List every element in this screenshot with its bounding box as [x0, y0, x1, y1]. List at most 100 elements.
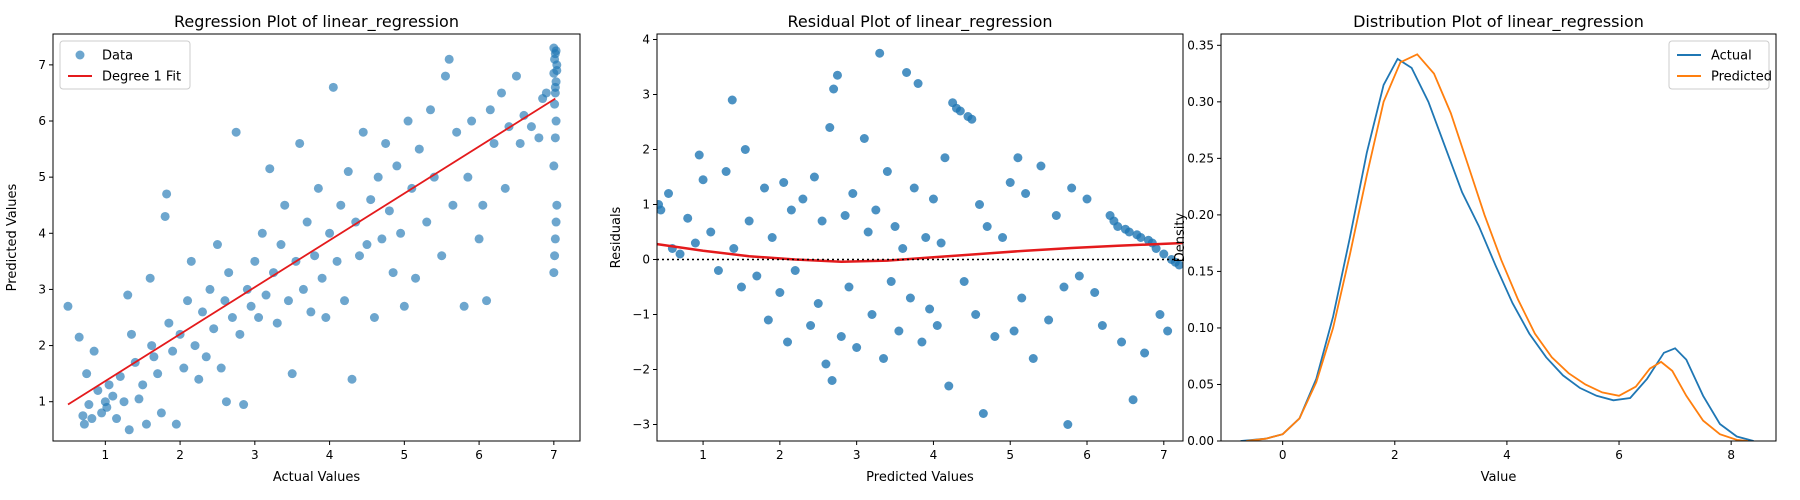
regression-point — [162, 189, 172, 199]
residual-point — [840, 211, 850, 220]
regression-ytick-label: 3 — [38, 282, 46, 296]
distribution-title: Distribution Plot of linear_regression — [1353, 12, 1644, 32]
residual-point — [752, 271, 762, 281]
regression-legend-label: Data — [102, 49, 133, 64]
residual-point — [913, 79, 923, 88]
regression-point — [485, 105, 495, 115]
residual-xtick-label: 6 — [1083, 448, 1091, 462]
residual-point — [863, 227, 873, 237]
regression-point — [179, 363, 189, 373]
residual-ytick-label: 0 — [642, 253, 650, 267]
regression-point — [541, 88, 551, 98]
regression-point — [227, 312, 237, 322]
regression-point — [392, 161, 402, 171]
regression-point — [198, 307, 208, 317]
regression-xlabel: Actual Values — [273, 470, 361, 485]
residual-xtick-label: 7 — [1160, 448, 1168, 462]
regression-point — [343, 167, 353, 177]
residual-point — [859, 134, 869, 143]
regression-point — [336, 200, 346, 210]
regression-point — [250, 256, 260, 266]
regression-point — [396, 228, 406, 238]
regression-point — [347, 374, 357, 384]
residual-point — [959, 277, 969, 286]
regression-point — [437, 251, 447, 261]
distribution-panel: Distribution Plot of linear_regression V… — [1173, 12, 1777, 485]
residual-point — [813, 299, 823, 308]
regression-point — [84, 400, 94, 410]
residual-point — [894, 326, 904, 336]
residual-point — [779, 178, 789, 187]
residual-point — [825, 123, 835, 132]
residual-point — [1113, 222, 1123, 231]
residual-ytick-label: −1 — [632, 308, 650, 322]
residual-point — [790, 266, 800, 275]
distribution-ytick-label: 0.10 — [1187, 321, 1214, 335]
distribution-legend: Actual Predicted — [1668, 40, 1772, 90]
residual-point — [1163, 326, 1173, 336]
regression-point — [467, 116, 477, 126]
regression-point — [115, 371, 125, 381]
residual-point — [832, 70, 842, 80]
residual-point — [760, 183, 770, 193]
residual-point — [1140, 348, 1150, 358]
regression-point — [119, 397, 129, 407]
regression-point — [550, 99, 560, 109]
regression-point — [156, 408, 166, 418]
regression-point — [489, 138, 499, 148]
residual-point — [836, 332, 846, 341]
residual-point — [1009, 326, 1019, 336]
regression-point — [231, 127, 241, 137]
residual-ytick-label: −2 — [632, 363, 650, 377]
regression-point — [497, 88, 507, 98]
residual-point — [740, 145, 750, 154]
residual-point — [690, 238, 700, 248]
residual-point — [1074, 271, 1084, 281]
regression-ytick-label: 2 — [38, 339, 46, 353]
residual-point — [736, 282, 746, 292]
regression-point — [63, 301, 73, 311]
regression-point — [388, 268, 398, 278]
regression-point — [459, 301, 469, 311]
regression-legend: Data Degree 1 Fit — [59, 40, 191, 90]
regression-point — [474, 234, 484, 244]
residual-point — [886, 277, 896, 286]
residual-point — [1097, 321, 1107, 330]
regression-point — [216, 363, 226, 373]
residual-title: Residual Plot of linear_regression — [787, 12, 1052, 32]
regression-point — [186, 256, 196, 266]
regression-point — [377, 234, 387, 244]
residual-ylabel: Residuals — [609, 206, 624, 268]
distribution-legend-label: Predicted — [1711, 70, 1772, 85]
residual-point — [1044, 315, 1054, 325]
regression-point — [239, 400, 249, 410]
residual-point — [1067, 183, 1077, 193]
residual-point — [783, 337, 793, 347]
residual-point — [817, 216, 827, 226]
distribution-xlabel: Value — [1481, 470, 1517, 485]
regression-point — [551, 217, 561, 227]
residual-axes-frame — [656, 33, 1184, 442]
residual-point — [1063, 420, 1073, 429]
regression-point — [87, 414, 97, 424]
regression-xtick-label: 1 — [102, 448, 110, 462]
distribution-xtick-label: 0 — [1279, 448, 1287, 462]
residual-point — [1174, 260, 1183, 270]
regression-xtick-label: 2 — [176, 448, 184, 462]
regression-point — [220, 296, 230, 306]
regression-point — [463, 172, 473, 182]
residual-ytick-label: 2 — [642, 143, 650, 157]
regression-point — [295, 138, 305, 148]
residual-point — [698, 175, 708, 185]
residual-point — [844, 282, 854, 292]
regression-point — [138, 380, 148, 390]
residual-point — [1059, 282, 1069, 292]
distribution-legend-label: Actual — [1711, 49, 1752, 64]
regression-point — [224, 268, 234, 278]
residual-point — [882, 167, 892, 176]
regression-point — [549, 43, 559, 53]
regression-point — [257, 228, 267, 238]
residual-line-lowess — [657, 241, 1183, 263]
residual-xtick-label: 5 — [1006, 448, 1014, 462]
